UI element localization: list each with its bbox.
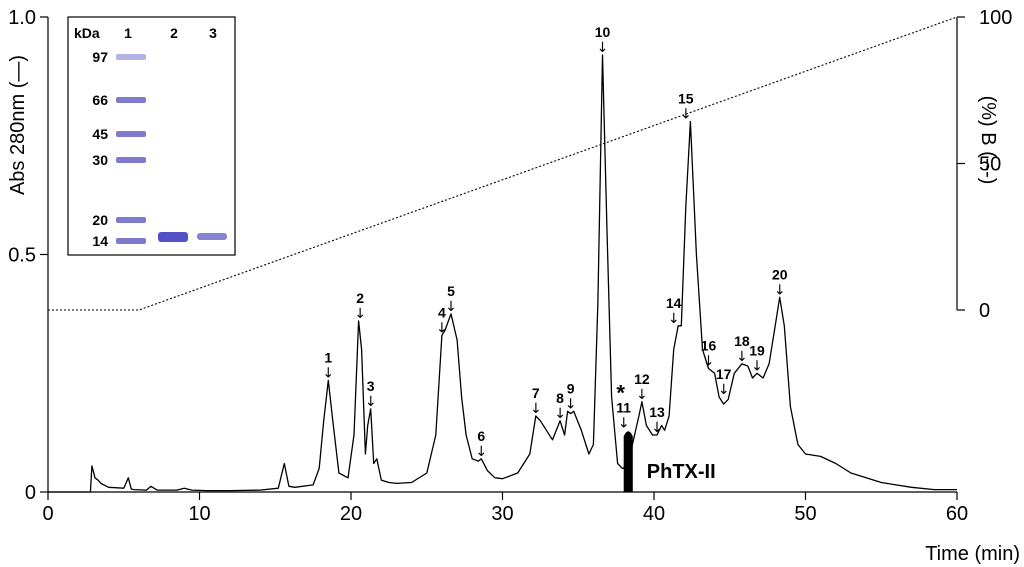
peak-label: 19 xyxy=(749,342,765,358)
peak-arrow: ↓ xyxy=(436,320,448,336)
x-tick-label: 50 xyxy=(794,503,816,525)
peak-labels: ↓1↓2↓3↓4 ↓5↓6↓7↓8 ↓9↓10↓11↓12↓13↓14↓15↓16↓… xyxy=(322,24,787,460)
y-left-tick-label: 0 xyxy=(25,482,36,504)
peak-label: 1 xyxy=(324,349,332,365)
peak-arrow: ↓ xyxy=(618,415,630,431)
peak-label: 9 xyxy=(567,380,575,396)
peak-label: 15 xyxy=(678,91,694,107)
y-right-tick-label: 50 xyxy=(979,154,1001,176)
peak-arrow: ↓ xyxy=(565,396,577,412)
peak-label: 12 xyxy=(634,371,650,387)
y-axis-left-title: Abs 280nm (—) xyxy=(7,55,29,195)
peak-label: 2 xyxy=(356,290,364,306)
peak-label: 6 xyxy=(477,428,485,444)
peak-arrow: ↓ xyxy=(751,358,763,374)
gel-lane2-band xyxy=(158,232,188,242)
peak-arrow: ↓ xyxy=(475,444,487,460)
peak-label: 5 xyxy=(447,283,455,299)
y-left-tick-label: 0.5 xyxy=(8,245,36,267)
peak-arrow: ↓ xyxy=(365,394,377,410)
gel-marker-band xyxy=(116,54,146,60)
peak-arrow: ↓ xyxy=(774,282,786,298)
peak-label: 13 xyxy=(649,404,665,420)
x-tick-label: 20 xyxy=(340,503,362,525)
y-left-tick-label: 1.0 xyxy=(8,7,36,29)
x-tick-label: 10 xyxy=(188,503,210,525)
peak-arrow: ↓ xyxy=(554,406,566,422)
peak-label: 11 xyxy=(616,399,631,415)
peak-label: 18 xyxy=(734,333,750,349)
y-right-tick-label: 100 xyxy=(979,7,1012,29)
gel-marker-band xyxy=(116,238,146,244)
gel-marker-label: 20 xyxy=(92,212,108,228)
phtx-ii-fraction xyxy=(623,431,633,492)
x-tick-label: 30 xyxy=(491,503,513,525)
absorbance-series xyxy=(48,54,957,493)
gel-marker-label: 45 xyxy=(92,126,108,142)
y-axis-right-title: (%) B (---) xyxy=(977,96,999,185)
gel-frame xyxy=(67,16,236,256)
phtx-highlight: PhTX-II * xyxy=(616,380,716,492)
gel-kda-header: kDa xyxy=(74,25,100,41)
gel-marker-label: 66 xyxy=(92,92,108,108)
peak-label: 17 xyxy=(716,366,732,382)
gel-lane-label: 2 xyxy=(170,25,178,41)
peak-label: 16 xyxy=(701,338,717,354)
x-tick-label: 40 xyxy=(643,503,665,525)
gel-lane-label: 1 xyxy=(124,25,132,41)
y-right-tick-label: 0 xyxy=(979,300,990,322)
peak-arrow: ↓ xyxy=(445,299,457,315)
gel-marker-band xyxy=(116,131,146,137)
peak-label: 4 xyxy=(438,304,446,320)
gel-lane3-band xyxy=(197,233,227,240)
peak-arrow: ↓ xyxy=(651,420,663,436)
phtx-star: * xyxy=(616,380,625,405)
peak-arrow: ↓ xyxy=(322,365,334,381)
peak-label: 14 xyxy=(666,295,682,311)
peak-label: 8 xyxy=(556,390,564,406)
gel-marker-band xyxy=(116,217,146,223)
peak-arrow: ↓ xyxy=(668,311,680,327)
peak-label: 7 xyxy=(532,385,540,401)
peak-arrow: ↓ xyxy=(703,354,715,370)
peak-arrow: ↓ xyxy=(636,387,648,403)
gel-marker-label: 97 xyxy=(92,49,108,65)
phtx-ii-label: PhTX-II xyxy=(647,461,716,483)
peak-arrow: ↓ xyxy=(530,401,542,417)
peak-arrow: ↓ xyxy=(354,306,366,322)
x-tick-label: 0 xyxy=(42,503,53,525)
x-axis-title: Time (min) xyxy=(925,543,1020,565)
peak-label: 10 xyxy=(595,24,611,40)
gel-marker-band xyxy=(116,97,146,103)
peak-arrow: ↓ xyxy=(597,40,609,56)
gel-marker-label: 30 xyxy=(92,152,108,168)
absorbance-line xyxy=(48,54,957,493)
peak-label: 3 xyxy=(367,378,375,394)
peak-arrow: ↓ xyxy=(718,382,730,398)
x-tick-label: 60 xyxy=(946,503,968,525)
gel-marker-label: 14 xyxy=(92,233,108,249)
gel-lane-label: 3 xyxy=(209,25,217,41)
gel-marker-band xyxy=(116,157,146,163)
peak-arrow: ↓ xyxy=(736,349,748,365)
sds-page-gel-inset: kDa 1 2 3 97 66 45 30 20 14 xyxy=(67,16,236,256)
axes: 0 10 20 30 40 50 60 0 0.5 1.0 0 50 100 Time (min) Abs … xyxy=(7,7,1020,565)
peak-label: 20 xyxy=(772,266,788,282)
peak-arrow: ↓ xyxy=(680,107,692,123)
